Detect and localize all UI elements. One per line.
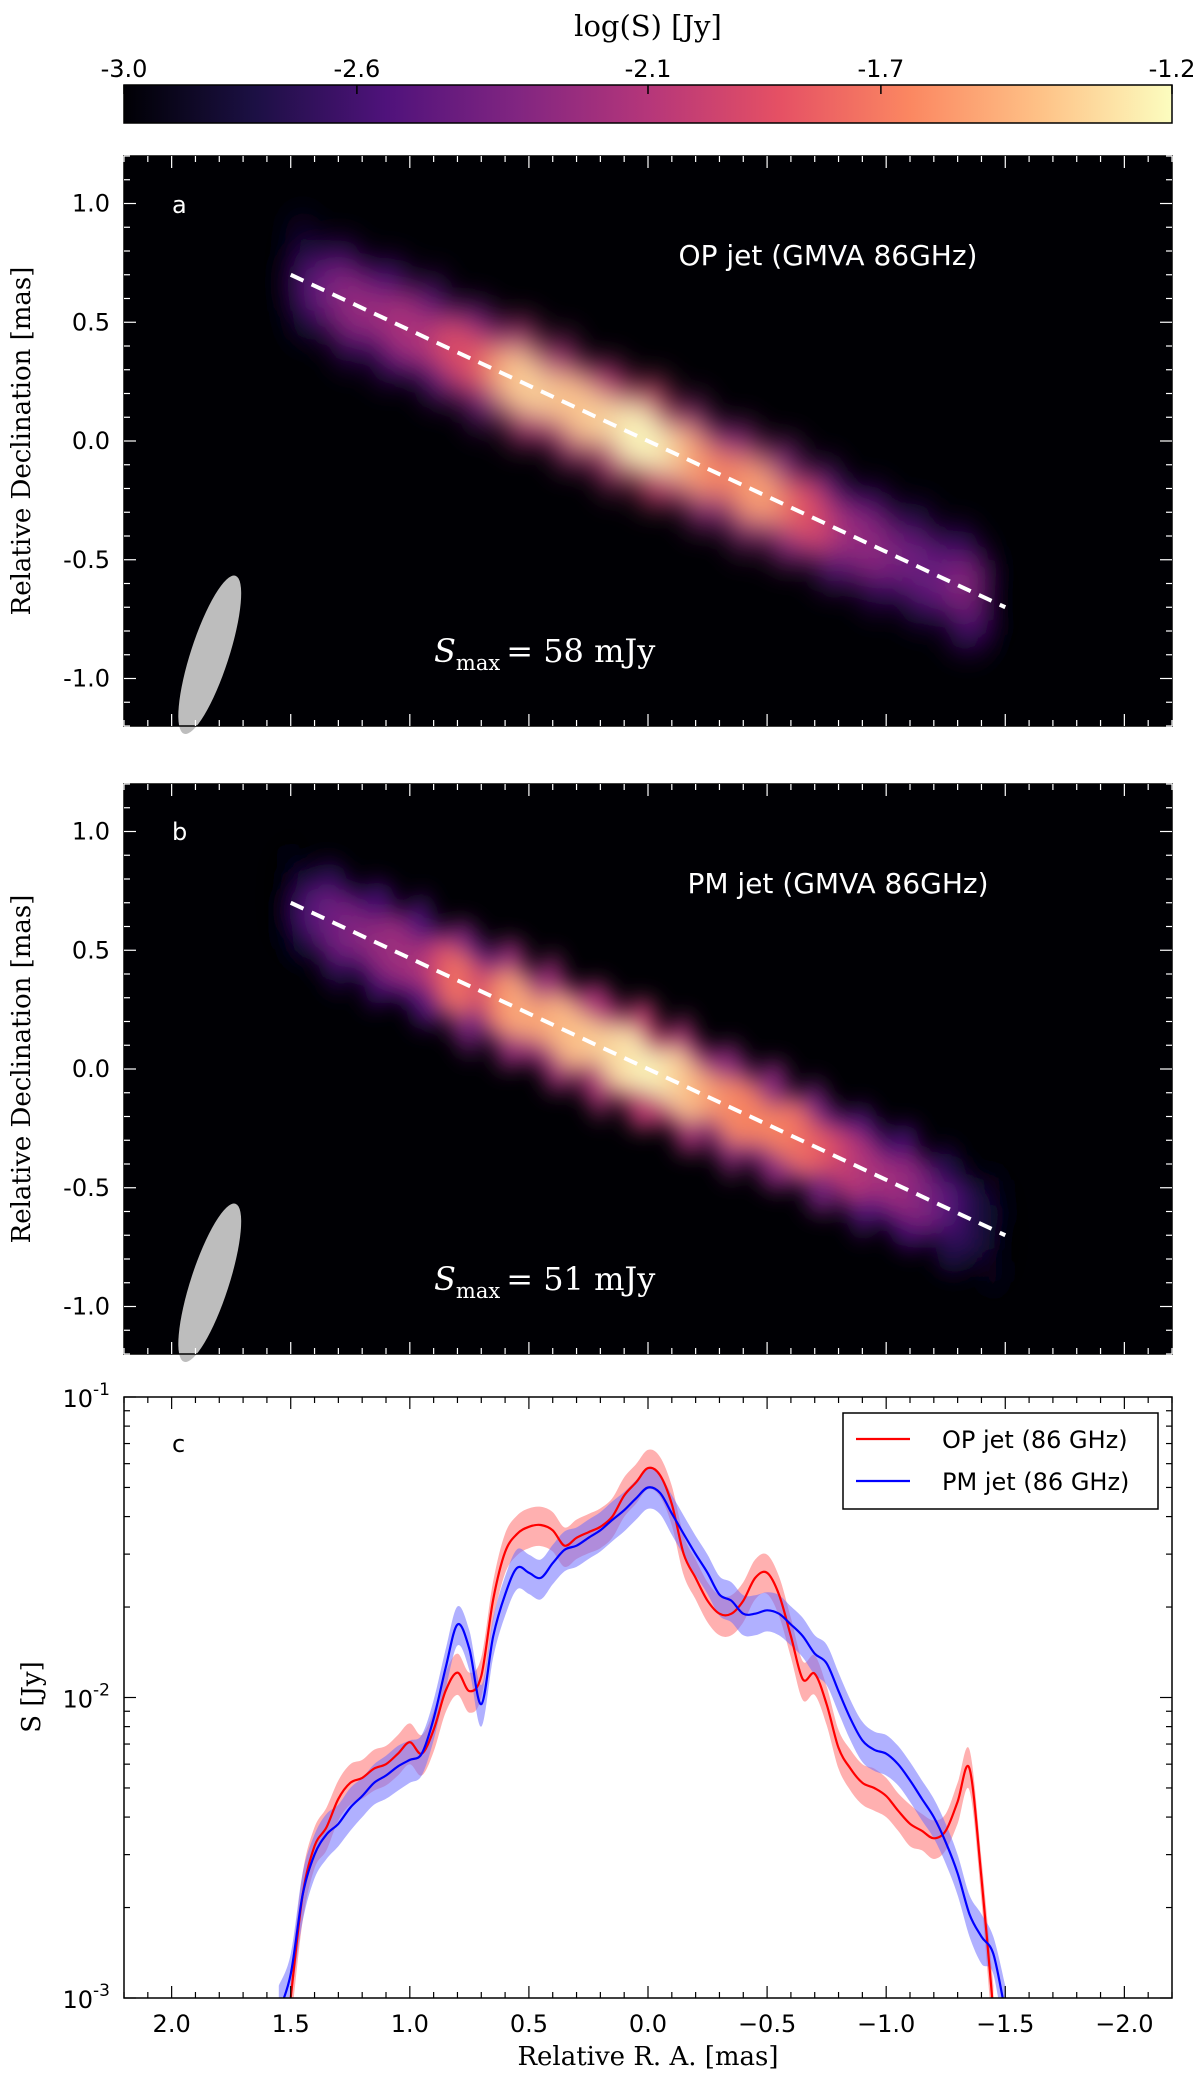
panel-b-ridge-line [289, 900, 1007, 1238]
x-tick-label: 1.0 [391, 2010, 429, 2038]
panel-b-beam-ellipse [178, 1203, 242, 1363]
colorbar-tick-label: -1.2 [1149, 55, 1196, 83]
legend-box [842, 1412, 1159, 1510]
series-line-op-jet [289, 1466, 994, 1998]
y-tick-label: -1.0 [63, 665, 110, 693]
panel-b-ticks: 1.0 0.5 0.0 -0.5 -1.0 [63, 783, 1173, 1355]
panel-b: b PM jet (GMVA 86GHz) Smax = 51 mJy 1.0 0.… [7, 783, 1173, 1363]
x-tick-label: 1.5 [272, 2010, 310, 2038]
jet-emission-core [982, 569, 1005, 631]
y-tick-label: 10-2 [63, 1681, 111, 1714]
x-tick-label: −1.0 [857, 2010, 915, 2038]
y-tick-label: 10-3 [63, 1981, 111, 2014]
y-tick-label: 1.0 [72, 818, 110, 846]
panel-a-beam-ellipse [178, 575, 242, 735]
panel-a-jet-emission [278, 209, 1006, 656]
panel-b-title: PM jet (GMVA 86GHz) [687, 867, 988, 900]
panel-c-xlabel: Relative R. A. [mas] [517, 2042, 778, 2072]
error-band-pm-jet [278, 1468, 1006, 1998]
panel-a-smax-annotation: Smax = 58 mJy [434, 632, 655, 675]
panel-c-legend: OP jet (86 GHz) PM jet (86 GHz) [842, 1412, 1159, 1510]
colorbar-ticks: -3.0 -2.6 -2.1 -1.7 -1.2 [101, 55, 1196, 94]
y-tick-label: 0.5 [72, 936, 110, 964]
y-tick-label: -0.5 [63, 1174, 110, 1202]
jet-emission-core [994, 1215, 1016, 1262]
legend-label-op-jet: OP jet (86 GHz) [942, 1426, 1128, 1454]
colorbar-tick-label: -2.6 [333, 55, 380, 83]
colorbar-tick-label: -1.7 [857, 55, 904, 83]
colorbar-label: log(S) [Jy] [574, 9, 722, 43]
x-tick-label: −1.5 [976, 2010, 1034, 2038]
y-tick-label: -1.0 [63, 1293, 110, 1321]
panel-b-ylabel: Relative Declination [mas] [7, 895, 37, 1244]
panel-c: c 2.0 1.5 1.0 0.5 0.0 −0.5 −1.0 −1.5 −2.0 10-1 10-… [17, 1380, 1173, 2072]
x-tick-label: 0.5 [510, 2010, 548, 2038]
colorbar-tick-label: -2.1 [625, 55, 672, 83]
panel-c-letter: c [172, 1430, 185, 1458]
y-tick-label: 10-1 [63, 1380, 111, 1413]
panel-a-ridge-line [289, 272, 1007, 610]
panel-c-ticks: 2.0 1.5 1.0 0.5 0.0 −0.5 −1.0 −1.5 −2.0 10-1 10-2 1… [63, 1380, 1173, 2038]
panel-a: a OP jet (GMVA 86GHz) Smax = 58 mJy 1.0 0.… [7, 155, 1173, 735]
x-tick-label: −0.5 [738, 2010, 796, 2038]
x-tick-label: 0.0 [629, 2010, 667, 2038]
panel-c-ylabel: S [Jy] [17, 1661, 47, 1732]
panel-a-ylabel: Relative Declination [mas] [7, 267, 37, 616]
x-tick-label: −2.0 [1095, 2010, 1153, 2038]
panel-a-ticks: 1.0 0.5 0.0 -0.5 -1.0 [63, 155, 1173, 727]
colorbar: log(S) [Jy] -3.0 -2.6 -2.1 -1.7 -1.2 [101, 9, 1196, 124]
panel-a-letter: a [172, 191, 187, 219]
panel-b-smax-annotation: Smax = 51 mJy [434, 1260, 655, 1303]
legend-label-pm-jet: PM jet (86 GHz) [942, 1468, 1129, 1496]
y-tick-label: 1.0 [72, 190, 110, 218]
x-tick-label: 2.0 [153, 2010, 191, 2038]
panel-c-series-lines [282, 1466, 1004, 1998]
series-line-pm-jet [282, 1486, 1004, 1998]
y-tick-label: 0.0 [72, 1055, 110, 1083]
y-tick-label: -0.5 [63, 546, 110, 574]
panel-a-title: OP jet (GMVA 86GHz) [679, 239, 978, 272]
panel-b-letter: b [172, 818, 187, 846]
y-tick-label: 0.0 [72, 427, 110, 455]
colorbar-tick-label: -3.0 [101, 55, 148, 83]
y-tick-label: 0.5 [72, 308, 110, 336]
